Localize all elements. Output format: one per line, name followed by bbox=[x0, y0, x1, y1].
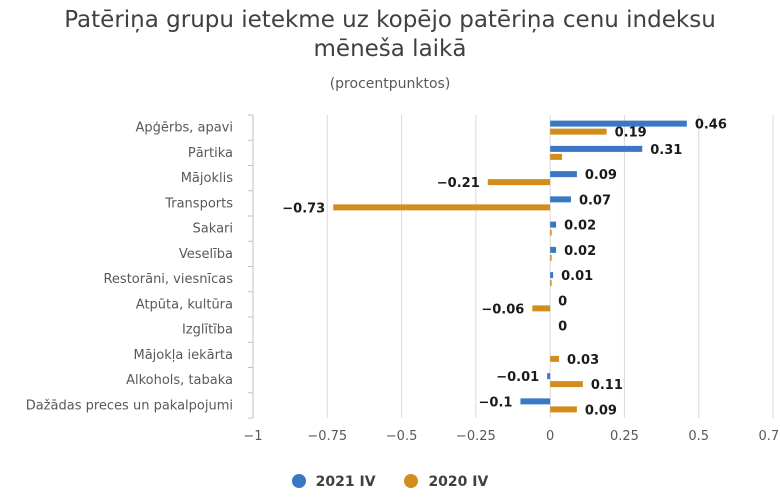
bar-s1-6 bbox=[550, 280, 552, 287]
bar-s1-1 bbox=[550, 153, 563, 160]
data-label-s0-8: 0 bbox=[558, 320, 567, 335]
bar-s0-6 bbox=[550, 272, 554, 279]
bar-s1-3 bbox=[333, 204, 551, 211]
data-label-s0-7: 0 bbox=[558, 294, 567, 309]
category-label-8: Izglītība bbox=[182, 323, 233, 338]
x-tick-label-7: 0.75 bbox=[759, 429, 780, 444]
bar-s1-11 bbox=[550, 406, 577, 413]
bar-s1-4 bbox=[550, 229, 552, 236]
bar-chart: −1 −0.75 −0.5 −0.25 0 0.25 0.5 0.75 Apģērbs, apa… bbox=[26, 114, 780, 444]
data-label-s0-10: −0.01 bbox=[496, 370, 539, 385]
chart-title-line-2: mēneša laikā bbox=[313, 36, 467, 62]
category-label-2: Mājoklis bbox=[181, 171, 234, 186]
x-tick-label-1: −0.75 bbox=[307, 429, 347, 444]
data-label-s0-2: 0.09 bbox=[585, 168, 617, 183]
data-label-s1-3: −0.73 bbox=[282, 201, 325, 216]
bar-s1-0 bbox=[550, 128, 607, 135]
category-label-1: Pārtika bbox=[188, 146, 233, 161]
x-tick-label-0: −1 bbox=[243, 429, 262, 444]
chart-subtitle: (procentpunktos) bbox=[329, 76, 451, 92]
data-label-s1-2: −0.21 bbox=[437, 176, 480, 191]
x-tick-label-3: −0.25 bbox=[456, 429, 496, 444]
bar-s0-3 bbox=[550, 196, 571, 203]
data-label-s0-4: 0.02 bbox=[564, 219, 596, 234]
data-label-s0-11: −0.1 bbox=[479, 395, 513, 410]
bar-s0-10 bbox=[547, 373, 551, 380]
legend-marker-2021 bbox=[291, 474, 306, 488]
data-label-s0-5: 0.02 bbox=[564, 244, 596, 259]
data-label-s1-10: 0.11 bbox=[591, 378, 623, 393]
category-label-6: Restorāni, viesnīcas bbox=[103, 272, 233, 287]
bar-s0-5 bbox=[550, 246, 557, 253]
chart-title-line-1: Patēriņa grupu ietekme uz kopējo patēriņ… bbox=[64, 7, 716, 33]
category-label-4: Sakari bbox=[193, 222, 233, 237]
bar-s0-0 bbox=[550, 120, 687, 127]
data-label-s1-9: 0.03 bbox=[567, 353, 599, 368]
category-label-0: Apģērbs, apavi bbox=[135, 121, 233, 136]
x-tick-label-2: −0.5 bbox=[386, 429, 418, 444]
bar-s1-10 bbox=[550, 381, 583, 388]
data-label-s0-6: 0.01 bbox=[561, 269, 593, 284]
data-label-s0-0: 0.46 bbox=[695, 118, 727, 133]
bar-s1-2 bbox=[487, 179, 551, 186]
category-label-11: Dažādas preces un pakalpojumi bbox=[26, 398, 233, 413]
data-label-s0-3: 0.07 bbox=[579, 193, 611, 208]
x-tick-label-5: 0.25 bbox=[610, 429, 639, 444]
category-label-9: Mājokļa iekārta bbox=[134, 348, 234, 363]
bar-s1-9 bbox=[550, 355, 560, 362]
legend-item-2020[interactable]: 2020 IV bbox=[404, 474, 488, 490]
x-tick-label-6: 0.5 bbox=[688, 429, 709, 444]
category-label-5: Veselība bbox=[179, 247, 233, 262]
bar-s1-7 bbox=[532, 305, 551, 312]
chart-legend: 2021 IV 2020 IV bbox=[0, 474, 780, 490]
legend-label-2020: 2020 IV bbox=[428, 474, 489, 490]
data-label-s1-7: −0.06 bbox=[481, 302, 524, 317]
category-label-10: Alkohols, tabaka bbox=[126, 373, 233, 388]
legend-item-2021[interactable]: 2021 IV bbox=[291, 474, 376, 490]
bar-s0-11 bbox=[520, 398, 551, 405]
data-label-s0-1: 0.31 bbox=[650, 143, 682, 158]
legend-label-2021: 2021 IV bbox=[315, 474, 376, 490]
bar-s0-2 bbox=[550, 171, 577, 178]
bar-s0-1 bbox=[550, 145, 643, 152]
category-label-3: Transports bbox=[164, 196, 233, 211]
legend-marker-2020 bbox=[404, 474, 419, 488]
x-tick-label-4: 0 bbox=[546, 429, 554, 444]
bar-s1-5 bbox=[550, 254, 552, 261]
data-label-s1-0: 0.19 bbox=[615, 126, 647, 141]
chart-title: Patēriņa grupu ietekme uz kopējo patēriņ… bbox=[0, 6, 780, 64]
data-label-s1-11: 0.09 bbox=[585, 403, 617, 418]
bar-s0-4 bbox=[550, 221, 557, 228]
category-label-7: Atpūta, kultūra bbox=[136, 297, 233, 312]
